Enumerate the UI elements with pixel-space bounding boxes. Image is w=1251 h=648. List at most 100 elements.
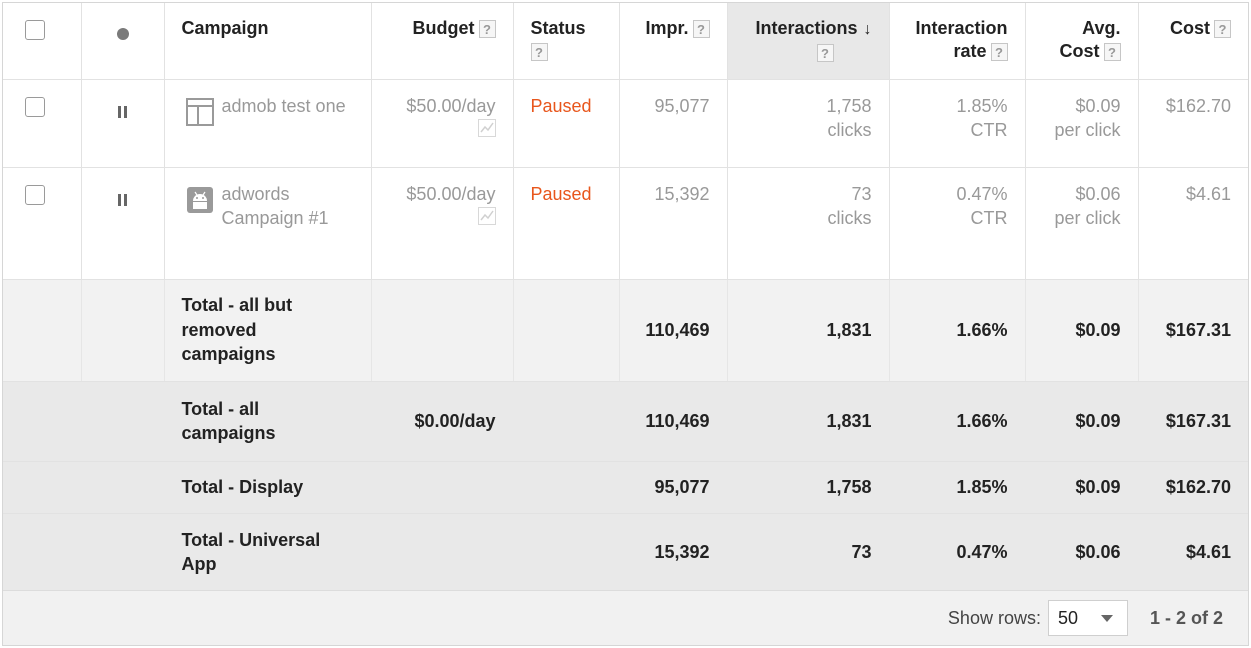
row-checkbox-cell [3,79,82,168]
row-status-cell[interactable] [81,167,165,280]
table-footer: Show rows: 50 1 - 2 of 2 [3,590,1248,645]
help-icon[interactable]: ? [1103,43,1121,62]
table-row: adwords Campaign #1 $50.00/day Paused 15… [3,167,1248,280]
campaigns-table: Campaign Budget? Status ? Impr.? Interac… [3,3,1248,592]
avg-cost-cell: $0.09 per click [1025,79,1139,168]
trend-chart-icon[interactable] [477,207,496,225]
row-checkbox-cell [3,167,82,280]
header-impr-label: Impr. [645,18,689,38]
campaign-name-link[interactable]: admob test one [221,95,346,116]
rate-value: 1.85% [956,95,1008,116]
cost-cell: $162.70 [1138,79,1248,168]
campaign-cell: admob test one [164,79,372,168]
help-icon[interactable]: ? [990,43,1008,62]
interactions-value: 73 [851,183,872,204]
avg-cost-unit: per click [1054,208,1121,228]
header-impr[interactable]: Impr.? [619,3,728,80]
avg-cost-unit: per click [1054,120,1121,140]
chevron-down-icon [1100,614,1113,622]
rows-per-page-value: 50 [1057,607,1078,628]
header-row: Campaign Budget? Status ? Impr.? Interac… [3,3,1248,80]
interactions-value: 1,758 [826,95,872,116]
trend-chart-icon[interactable] [477,119,496,137]
header-avg-cost-label-2: Cost [1059,41,1100,61]
header-budget-label: Budget [412,18,475,38]
status-dot-icon [116,28,129,40]
status-cell: Paused [513,79,620,168]
total-label: Total - all but removed campaigns [164,279,372,382]
cost-value: $4.61 [1185,183,1231,204]
header-budget[interactable]: Budget? [371,3,514,80]
avg-cost-value: $0.06 [1075,183,1121,204]
total-rate: 1.66% [889,279,1026,382]
header-avg-cost[interactable]: Avg. Cost? [1025,3,1139,80]
total-interactions: 1,831 [727,381,890,462]
total-cost: $167.31 [1138,279,1248,382]
total-impr: 95,077 [619,461,728,514]
campaign-name-link[interactable]: adwords Campaign #1 [221,183,329,229]
total-label: Total - Display [164,461,372,514]
avg-cost-cell: $0.06 per click [1025,167,1139,280]
budget-cell: $50.00/day [371,167,514,280]
header-status-dot-cell[interactable] [81,3,165,80]
row-status-cell[interactable] [81,79,165,168]
campaign-cell: adwords Campaign #1 [164,167,372,280]
rate-unit: CTR [970,208,1008,228]
header-cost[interactable]: Cost? [1138,3,1248,80]
display-icon [185,97,214,126]
interactions-unit: clicks [827,120,872,140]
header-interaction-rate-label: Interaction [915,18,1008,38]
budget-value: $50.00/day [406,183,496,204]
total-interactions: 73 [727,513,890,592]
status-text: Paused [530,95,592,116]
row-checkbox[interactable] [25,96,45,117]
status-text: Paused [530,183,592,204]
total-row: Total - all but removed campaigns 110,46… [3,279,1248,382]
header-interaction-rate[interactable]: Interaction rate? [889,3,1026,80]
rows-per-page-select[interactable]: 50 [1047,600,1128,636]
total-interactions: 1,758 [727,461,890,514]
rate-value: 0.47% [956,183,1008,204]
cost-cell: $4.61 [1138,167,1248,280]
help-icon[interactable]: ? [816,44,834,62]
header-checkbox-cell [3,3,82,80]
header-status-label: Status [530,18,586,38]
header-cost-label: Cost [1170,18,1210,38]
total-impr: 110,469 [619,381,728,462]
total-avg-cost: $0.06 [1025,513,1139,592]
help-icon[interactable]: ? [692,20,710,39]
interactions-unit: clicks [827,208,872,228]
rate-cell: 0.47% CTR [889,167,1026,280]
total-avg-cost: $0.09 [1025,279,1139,382]
total-cost: $167.31 [1138,381,1248,462]
help-icon[interactable]: ? [478,20,496,39]
header-interactions[interactable]: Interactions ↓ ? [727,3,890,80]
total-cost: $4.61 [1138,513,1248,592]
row-checkbox[interactable] [25,184,45,205]
total-row: Total - all campaigns $0.00/day 110,469 … [3,381,1248,462]
budget-cell: $50.00/day [371,79,514,168]
total-budget [371,513,514,592]
header-campaign-label: Campaign [181,18,269,38]
header-interactions-label: Interactions [755,18,858,38]
select-all-checkbox[interactable] [25,20,45,40]
interactions-cell: 73 clicks [727,167,890,280]
pause-icon[interactable] [118,193,127,206]
help-icon[interactable]: ? [530,43,548,61]
total-budget [371,279,514,382]
total-rate: 1.66% [889,381,1026,462]
help-icon[interactable]: ? [1214,20,1231,39]
impr-value: 15,392 [654,183,710,204]
total-budget: $0.00/day [371,381,514,462]
total-label: Total - Universal App [164,513,372,592]
header-status[interactable]: Status ? [513,3,620,80]
total-label: Total - all campaigns [164,381,372,462]
total-impr: 15,392 [619,513,728,592]
total-avg-cost: $0.09 [1025,381,1139,462]
table-row: admob test one $50.00/day Paused 95,077 … [3,79,1248,168]
status-cell: Paused [513,167,620,280]
header-campaign[interactable]: Campaign [164,3,372,80]
total-interactions: 1,831 [727,279,890,382]
pause-icon[interactable] [118,105,127,118]
impr-cell: 15,392 [619,167,728,280]
